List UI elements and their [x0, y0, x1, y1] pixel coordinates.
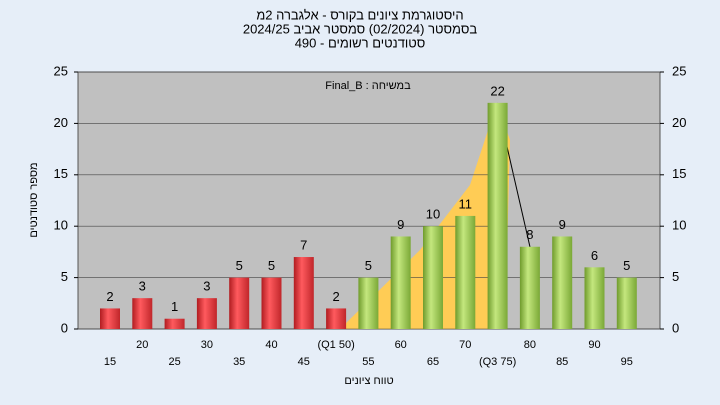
value-label: 9: [397, 217, 404, 232]
y-tick-label: 20: [54, 115, 68, 130]
x-tick-label: 65: [427, 356, 439, 368]
y2-tick-label: 0: [672, 320, 679, 335]
bar: [196, 298, 217, 329]
y2-tick-label: 5: [672, 269, 679, 284]
value-label: 5: [268, 258, 275, 273]
y-tick-label: 5: [61, 269, 68, 284]
y2-tick-label: 15: [672, 166, 686, 181]
bar: [455, 215, 476, 329]
bar: [326, 308, 347, 329]
x-tick-label: 80: [524, 339, 536, 351]
x-tick-label: 55: [362, 356, 374, 368]
value-label: 10: [426, 207, 440, 222]
bar: [261, 277, 282, 329]
bar: [293, 257, 314, 329]
value-label: 22: [490, 83, 504, 98]
x-axis-label: טווח ציונים: [344, 375, 393, 387]
bar: [552, 236, 573, 329]
title-line: סטודנטים רשומים - 490: [295, 35, 426, 50]
x-tick-label: 20: [136, 339, 148, 351]
y-tick-label: 15: [54, 166, 68, 181]
x-tick-label: 95: [621, 356, 633, 368]
value-label: 2: [106, 289, 113, 304]
y-tick-label: 25: [54, 63, 68, 78]
bar: [519, 246, 540, 329]
bar: [423, 226, 443, 329]
value-label: 2: [332, 289, 339, 304]
bar: [358, 277, 379, 329]
value-label: 6: [591, 248, 598, 263]
bar: [487, 102, 508, 329]
x-tick-label: 30: [201, 339, 213, 351]
y-axis-label: מספר סטודנטים: [28, 162, 40, 237]
x-tick-label: 85: [556, 356, 568, 368]
bar: [132, 298, 153, 329]
x-tick-label: 15: [104, 356, 116, 368]
x-tick-label: 40: [265, 339, 277, 351]
y-tick-label: 0: [61, 320, 68, 335]
value-label: 5: [365, 258, 372, 273]
value-label: 3: [139, 279, 146, 294]
y2-tick-label: 10: [672, 218, 686, 233]
x-tick-label: (Q1 50): [317, 339, 354, 351]
bar: [584, 267, 605, 329]
x-tick-label: 70: [459, 339, 471, 351]
value-label: 9: [559, 217, 566, 232]
bar: [100, 308, 120, 329]
y-tick-label: 10: [54, 218, 68, 233]
value-label: 8: [526, 227, 533, 242]
x-tick-label: (Q3 75): [479, 356, 516, 368]
bar: [229, 277, 250, 329]
title-line: היסטוגרמת ציונים בקורס - אלגברה 2מ: [256, 7, 463, 22]
value-label: 7: [300, 237, 307, 252]
value-label: 5: [623, 258, 630, 273]
bar: [616, 277, 637, 329]
value-label: 3: [203, 279, 210, 294]
value-label: 11: [459, 196, 473, 211]
x-tick-label: 25: [168, 356, 180, 368]
x-tick-label: 60: [395, 339, 407, 351]
x-tick-label: 45: [298, 356, 310, 368]
x-tick-label: 90: [588, 339, 600, 351]
bar: [390, 236, 411, 329]
y2-tick-label: 20: [672, 115, 686, 130]
bar: [164, 318, 185, 329]
title-line: בסמסטר (02/2024) סמסטר אביב 2024/25: [243, 21, 478, 36]
annotation: Final_B : במשיחה: [325, 80, 411, 92]
y2-tick-label: 25: [672, 63, 686, 78]
x-tick-label: 35: [233, 356, 245, 368]
value-label: 1: [171, 299, 178, 314]
value-label: 5: [236, 258, 243, 273]
